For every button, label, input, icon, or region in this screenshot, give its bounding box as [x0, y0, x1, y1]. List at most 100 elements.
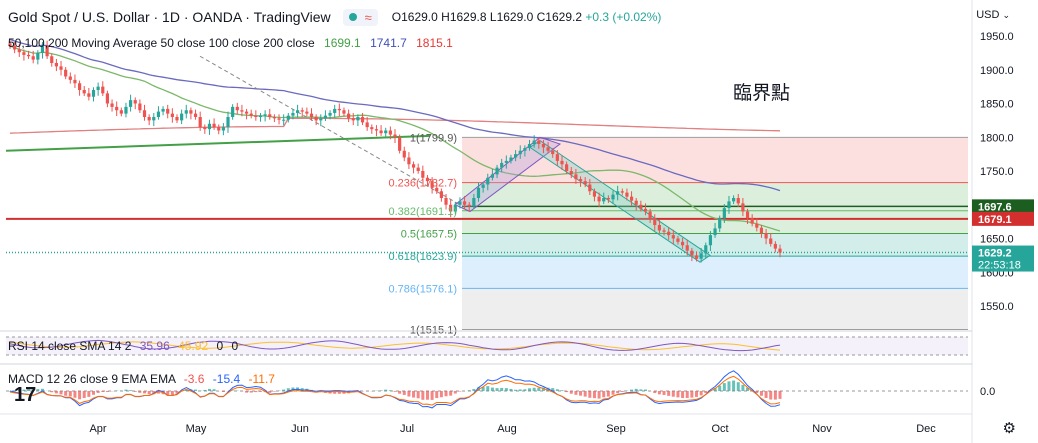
candle[interactable] [685, 239, 689, 256]
candle[interactable] [360, 112, 365, 126]
candle[interactable] [156, 106, 161, 120]
candle[interactable] [105, 90, 110, 108]
candle[interactable] [64, 67, 68, 80]
candle[interactable] [662, 227, 666, 236]
candle[interactable] [611, 190, 615, 205]
candle[interactable] [244, 108, 249, 120]
candle[interactable] [769, 233, 773, 247]
candle[interactable] [625, 188, 629, 201]
candle[interactable] [263, 110, 267, 122]
candle[interactable] [407, 152, 411, 169]
candle[interactable] [161, 106, 165, 116]
candle[interactable] [217, 124, 221, 135]
candle[interactable] [91, 87, 96, 102]
candle[interactable] [77, 80, 82, 96]
candle[interactable] [207, 119, 212, 135]
candle[interactable] [110, 99, 114, 112]
candle[interactable] [333, 104, 337, 118]
candle[interactable] [732, 195, 736, 205]
candle[interactable] [175, 114, 179, 124]
candle[interactable] [170, 108, 174, 123]
candle[interactable] [54, 58, 58, 72]
candle[interactable] [421, 165, 425, 182]
candle[interactable] [523, 145, 527, 157]
candle[interactable] [671, 229, 675, 245]
candle[interactable] [745, 208, 750, 224]
candle[interactable] [342, 107, 346, 117]
candle[interactable] [495, 164, 499, 179]
candle[interactable] [337, 103, 341, 116]
candle[interactable] [551, 148, 555, 158]
candle[interactable] [546, 141, 550, 154]
candle[interactable] [527, 139, 532, 151]
ma-legend[interactable]: 50,100,200 Moving Average 50 close 100 c… [8, 36, 453, 50]
candle[interactable] [277, 114, 281, 125]
candle[interactable] [272, 114, 276, 123]
candle[interactable] [31, 50, 35, 64]
candle[interactable] [472, 193, 476, 209]
candle[interactable] [750, 214, 754, 227]
candle[interactable] [305, 107, 309, 117]
candle[interactable] [221, 123, 225, 136]
candle[interactable] [119, 107, 123, 117]
candle[interactable] [727, 195, 731, 214]
candle[interactable] [226, 111, 230, 133]
currency-selector[interactable]: USD ⌄ [976, 9, 1010, 21]
candle[interactable] [416, 163, 420, 174]
candle[interactable] [736, 193, 740, 208]
candle[interactable] [198, 111, 202, 131]
candle[interactable] [314, 114, 318, 126]
candle[interactable] [286, 112, 290, 123]
candle[interactable] [384, 127, 388, 137]
candle[interactable] [96, 82, 100, 96]
candle[interactable] [8, 40, 12, 49]
candle[interactable] [45, 40, 49, 59]
candle[interactable] [704, 242, 708, 259]
candle[interactable] [764, 229, 768, 245]
candle[interactable] [616, 185, 620, 201]
candle[interactable] [453, 202, 457, 215]
candle[interactable] [212, 118, 216, 130]
market-status[interactable]: ≈ [342, 8, 378, 26]
candle[interactable] [398, 134, 402, 154]
candle[interactable] [351, 112, 355, 126]
candle[interactable] [328, 110, 332, 120]
candle[interactable] [676, 235, 680, 245]
candle[interactable] [462, 195, 467, 210]
candle[interactable] [629, 191, 634, 206]
candle[interactable] [388, 126, 392, 140]
symbol-title[interactable]: Gold Spot / U.S. Dollar · 1D · OANDA · T… [8, 9, 331, 25]
candle[interactable] [439, 188, 443, 202]
candle[interactable] [741, 198, 745, 217]
candle[interactable] [532, 135, 536, 148]
candle[interactable] [639, 200, 643, 212]
candle[interactable] [467, 202, 471, 212]
candle[interactable] [509, 154, 513, 164]
candle[interactable] [291, 108, 295, 120]
candle[interactable] [374, 125, 379, 137]
candle[interactable] [13, 42, 17, 54]
candle[interactable] [555, 150, 559, 166]
candle[interactable] [476, 182, 481, 202]
candle[interactable] [319, 114, 323, 127]
candle[interactable] [699, 247, 703, 263]
candle[interactable] [133, 97, 137, 110]
candle[interactable] [620, 188, 624, 196]
candle[interactable] [347, 109, 351, 123]
candle[interactable] [425, 175, 430, 186]
candle[interactable] [101, 81, 105, 97]
candle[interactable] [231, 104, 235, 120]
candle[interactable] [249, 109, 253, 119]
candle[interactable] [680, 237, 685, 249]
candle[interactable] [569, 166, 573, 179]
price-tag[interactable]: 1679.1 [972, 211, 1034, 226]
candle[interactable] [486, 173, 490, 191]
candle[interactable] [518, 145, 522, 159]
candle[interactable] [393, 129, 397, 143]
candle[interactable] [26, 50, 31, 59]
candle[interactable] [592, 188, 597, 202]
candle[interactable] [578, 176, 583, 187]
candle[interactable] [583, 177, 587, 188]
candle[interactable] [500, 158, 504, 173]
